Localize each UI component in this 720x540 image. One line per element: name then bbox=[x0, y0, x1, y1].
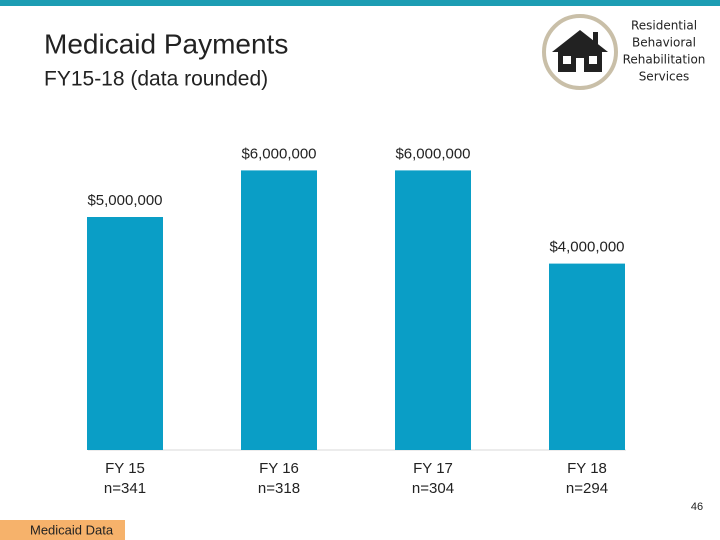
top-stripe bbox=[0, 0, 720, 6]
bar bbox=[395, 170, 471, 450]
value-label: $5,000,000 bbox=[87, 192, 162, 209]
x-tick-sublabel: n=341 bbox=[104, 480, 146, 497]
footer-band bbox=[0, 520, 125, 540]
window bbox=[589, 56, 597, 64]
bar bbox=[549, 263, 625, 450]
footer-text: Medicaid Data bbox=[30, 522, 114, 537]
door bbox=[576, 58, 584, 72]
logo-text-line: Behavioral bbox=[632, 36, 696, 50]
x-tick-label: FY 18 bbox=[567, 460, 607, 477]
logo-text-line: Rehabilitation bbox=[623, 53, 706, 67]
plot: $5,000,000 FY 15 n=341 $6,000,000 FY 16 n=318… bbox=[87, 145, 625, 497]
logo-text-line: Services bbox=[639, 70, 690, 84]
x-tick-sublabel: n=294 bbox=[566, 480, 608, 497]
logo-text: Residential Behavioral Rehabilitation Servi… bbox=[623, 19, 706, 84]
page-number: 46 bbox=[691, 501, 703, 513]
logo bbox=[542, 14, 618, 90]
slide-title: Medicaid Payments bbox=[44, 28, 288, 59]
x-tick-label: FY 15 bbox=[105, 460, 145, 477]
window bbox=[563, 56, 571, 64]
logo-text-line: Residential bbox=[631, 19, 697, 33]
chimney bbox=[593, 32, 598, 44]
value-label: $6,000,000 bbox=[395, 145, 470, 162]
value-label: $4,000,000 bbox=[549, 239, 624, 256]
x-tick-sublabel: n=304 bbox=[412, 480, 454, 497]
bar bbox=[87, 217, 163, 450]
x-tick-label: FY 16 bbox=[259, 460, 299, 477]
x-tick-sublabel: n=318 bbox=[258, 480, 300, 497]
slide-subtitle: FY15-18 (data rounded) bbox=[44, 68, 268, 91]
x-tick-label: FY 17 bbox=[413, 460, 453, 477]
bar bbox=[241, 170, 317, 450]
value-label: $6,000,000 bbox=[241, 145, 316, 162]
